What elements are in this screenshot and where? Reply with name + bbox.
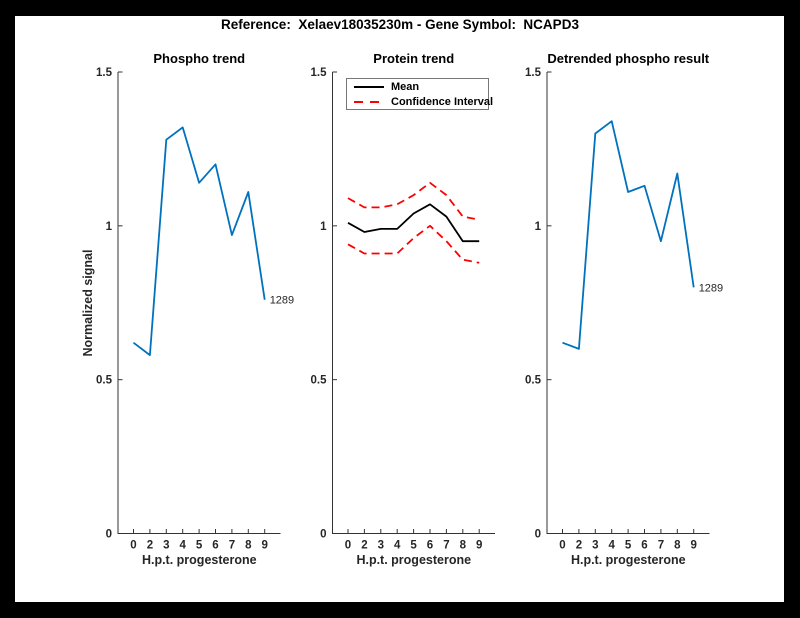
y-tick-label: 0 <box>106 529 112 541</box>
x-tick-label: 4 <box>608 540 615 552</box>
x-tick-label: 8 <box>245 540 252 552</box>
x-tick-label: 6 <box>641 540 647 552</box>
x-tick-label: 5 <box>196 540 203 552</box>
x-tick-label: 6 <box>427 540 433 552</box>
y-axis-label: Normalized signal <box>81 249 95 357</box>
confidence-interval-line-sample-icon <box>354 100 384 103</box>
x-tick-label: 3 <box>378 540 384 552</box>
subplot-title-phospho-trend: Phospho trend <box>153 51 246 66</box>
y-tick-label: 1 <box>106 221 113 233</box>
x-tick-label: 2 <box>576 540 582 552</box>
x-tick-label: 9 <box>690 540 696 552</box>
y-tick-label: 0.5 <box>96 375 113 387</box>
series-line-confidence-interval-upper <box>347 181 480 221</box>
subplot-title-detrended-result: Detrended phospho result <box>547 51 710 66</box>
x-axis-label-plot2: H.p.t. progesterone <box>356 553 472 567</box>
y-tick-label: 0 <box>320 529 326 541</box>
legend-box: Mean Confidence Interval <box>346 78 493 110</box>
x-tick-label: 2 <box>147 540 153 552</box>
legend-label-mean: Mean <box>391 80 420 93</box>
series-line-detrended-phospho-signal <box>562 120 695 350</box>
axis-lines <box>332 72 495 534</box>
y-tick-label: 0 <box>535 529 541 541</box>
y-tick-label: 0.5 <box>311 375 328 387</box>
subplot-title-protein-trend: Protein trend <box>373 51 455 66</box>
x-axis-label-plot1: H.p.t. progesterone <box>141 553 257 567</box>
series-end-annotation: 1289 <box>270 295 294 307</box>
x-tick-label: 9 <box>476 540 482 552</box>
x-tick-label: 8 <box>460 540 467 552</box>
x-tick-label: 4 <box>394 540 401 552</box>
x-tick-label: 8 <box>674 540 681 552</box>
x-tick-label: 6 <box>212 540 218 552</box>
x-tick-label: 7 <box>443 540 449 552</box>
x-tick-label: 5 <box>625 540 632 552</box>
series-end-annotation: 1289 <box>699 282 723 294</box>
x-axis-label-plot3: H.p.t. progesterone <box>570 553 686 567</box>
x-tick-label: 3 <box>163 540 169 552</box>
y-tick-label: 1.5 <box>96 67 113 79</box>
x-tick-label: 0 <box>559 540 565 552</box>
series-line-phospho-signal <box>132 126 266 357</box>
legend-entry-mean: Mean <box>354 81 481 93</box>
y-tick-label: 1.5 <box>311 67 328 79</box>
x-tick-label: 9 <box>261 540 267 552</box>
figure-canvas <box>15 16 784 602</box>
figure-title: Reference: Xelaev18035230m - Gene Symbol… <box>221 17 579 32</box>
x-tick-label: 7 <box>658 540 664 552</box>
legend-label-confidence-interval: Confidence Interval <box>391 95 494 108</box>
x-tick-label: 3 <box>592 540 598 552</box>
x-tick-label: 5 <box>410 540 417 552</box>
axis-lines <box>117 72 281 534</box>
legend-entry-confidence-interval: Confidence Interval <box>354 96 493 108</box>
x-tick-label: 0 <box>345 540 351 552</box>
x-tick-label: 2 <box>361 540 367 552</box>
y-tick-label: 0.5 <box>525 375 542 387</box>
y-tick-label: 1.5 <box>525 67 542 79</box>
mean-line-sample-icon <box>354 85 384 88</box>
x-tick-label: 4 <box>179 540 186 552</box>
y-tick-label: 1 <box>320 221 327 233</box>
series-line-mean <box>347 203 480 243</box>
axis-lines <box>546 72 710 534</box>
y-tick-label: 1 <box>535 221 542 233</box>
series-line-confidence-interval-lower <box>347 224 480 264</box>
x-tick-label: 0 <box>130 540 136 552</box>
x-tick-label: 7 <box>229 540 235 552</box>
